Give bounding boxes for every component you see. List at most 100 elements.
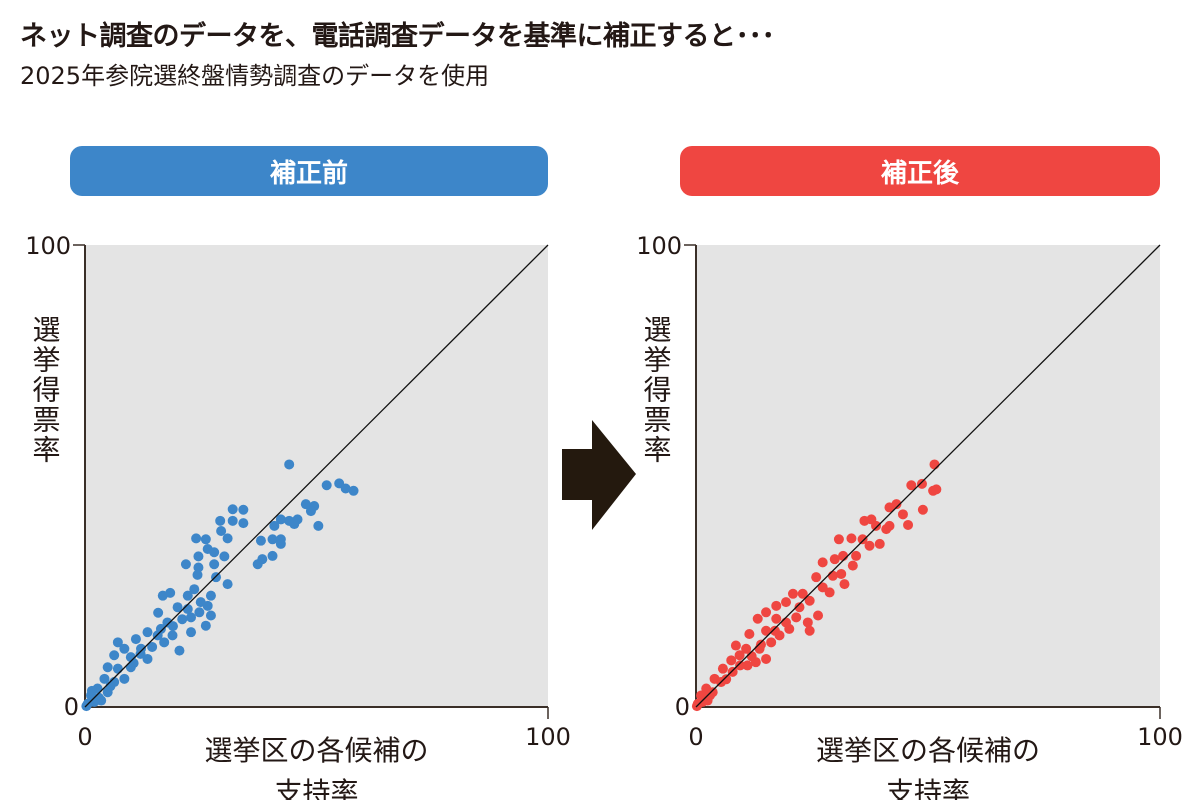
data-point [257,554,268,565]
data-point [730,640,741,651]
data-point [734,650,745,661]
data-point [172,602,183,613]
data-point [193,562,204,573]
chart-title: ネット調査のデータを、電話調査データを基準に補正すると･･･ [20,21,775,52]
data-point [142,627,153,638]
data-point [817,557,828,568]
data-point [267,550,278,561]
data-point [726,655,737,666]
x-tick-label: 0 [688,723,703,751]
data-point [186,612,197,623]
y-tick-label: 0 [675,693,690,721]
data-point [177,614,188,625]
data-point [838,550,849,561]
data-point [704,690,715,701]
data-point [189,584,200,595]
data-point [219,551,230,562]
data-point [797,588,808,599]
data-point [194,607,205,618]
y-axis-label: 選挙得票率 [640,315,673,465]
data-point [857,534,868,545]
data-point [105,681,116,692]
data-point [916,478,927,489]
x-axis-label-line2: 支持率 [886,776,970,800]
x-tick-label: 100 [1137,723,1183,751]
data-point [215,515,226,526]
data-point [180,559,191,570]
data-point [839,579,850,590]
data-point [305,506,316,517]
data-point [742,660,753,671]
data-point [191,533,202,544]
data-point [112,663,123,674]
data-point [781,597,792,608]
data-point [109,650,120,661]
data-point [227,515,238,526]
data-point [787,588,798,599]
data-point [142,653,153,664]
data-point [891,499,902,510]
data-point [348,485,359,496]
data-point [741,643,752,654]
data-point [794,602,805,613]
data-point [847,560,858,571]
data-point [769,625,780,636]
data-point [300,499,311,510]
data-point [153,607,164,618]
data-point [167,621,178,632]
data-point [119,673,130,684]
data-point [824,587,835,598]
data-point [238,518,249,529]
data-point [200,620,211,631]
data-point [829,554,840,565]
data-point [216,525,227,536]
data-point [804,625,815,636]
data-point [917,504,928,515]
data-point [267,534,278,545]
data-point [284,459,295,470]
data-point [721,674,732,685]
data-point [836,568,847,579]
data-point [846,533,857,544]
data-point [112,637,123,648]
data-point [99,673,110,684]
data-point [128,658,139,669]
data-point [202,600,213,611]
chart-subtitle: 2025年参院選終盤情勢調査のデータを使用 [20,62,490,90]
data-point [174,645,185,656]
data-point [761,653,772,664]
data-point [130,634,141,645]
data-point [255,535,266,546]
data-point [874,538,885,549]
data-point [931,484,942,495]
panel-header-before: 補正前 [70,146,548,196]
data-point [102,662,113,673]
data-point [771,613,782,624]
data-point [746,651,757,662]
data-point [86,685,97,696]
data-point [851,550,862,561]
data-point [182,604,193,615]
data-point [167,630,178,641]
data-point [727,666,738,677]
right-arrow-icon [562,420,636,530]
y-tick-label: 100 [636,232,682,260]
data-point [833,534,844,545]
data-point [193,551,204,562]
data-point [275,514,286,525]
data-point [135,648,146,659]
y-tick-label: 0 [64,693,79,721]
data-point [871,520,882,531]
data-point [817,582,828,593]
data-point [897,509,908,520]
data-point [766,637,777,648]
data-point [200,534,211,545]
data-point [744,629,755,640]
data-point [147,641,158,652]
data-point [771,600,782,611]
data-point [209,547,220,558]
data-point [735,660,746,671]
data-point [811,572,822,583]
x-axis-label: 選挙区の各候補の [204,734,428,767]
x-axis-label: 選挙区の各候補の [816,734,1040,767]
